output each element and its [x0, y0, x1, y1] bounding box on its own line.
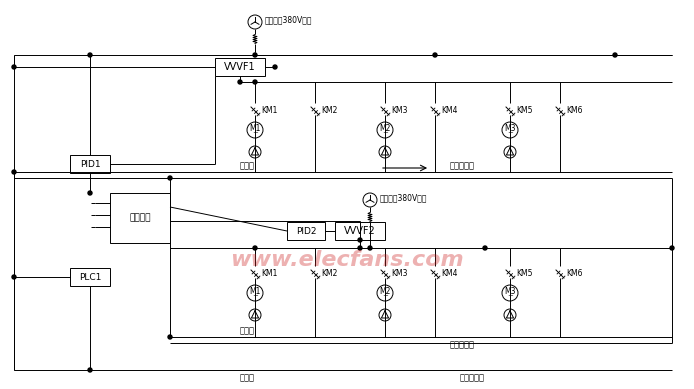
Text: KM1: KM1 [261, 105, 278, 114]
Circle shape [88, 53, 92, 57]
Circle shape [238, 80, 242, 84]
Circle shape [273, 65, 277, 69]
Bar [287, 222, 325, 240]
Text: ~: ~ [382, 293, 388, 299]
Circle shape [168, 176, 172, 180]
Text: M2: M2 [380, 124, 391, 133]
Text: KM6: KM6 [566, 105, 582, 114]
Text: KM4: KM4 [441, 268, 457, 277]
Text: M1: M1 [249, 287, 261, 296]
Text: KM3: KM3 [391, 268, 407, 277]
Text: KM5: KM5 [516, 268, 532, 277]
Text: 制冷主机: 制冷主机 [129, 214, 151, 223]
Text: 三相交流380V电源: 三相交流380V电源 [265, 16, 312, 25]
Circle shape [358, 238, 362, 242]
Text: ~: ~ [507, 130, 513, 136]
Text: 冷机水: 冷机水 [240, 161, 255, 170]
Text: VVVF2: VVVF2 [344, 226, 376, 236]
Circle shape [12, 65, 16, 69]
Text: PID1: PID1 [80, 159, 101, 168]
Bar [70, 268, 110, 286]
Circle shape [253, 80, 257, 84]
Circle shape [358, 246, 362, 250]
Circle shape [670, 246, 674, 250]
Text: 冷机水系统: 冷机水系统 [450, 161, 475, 170]
Circle shape [433, 53, 437, 57]
Text: KM2: KM2 [321, 105, 337, 114]
Text: PID2: PID2 [296, 226, 316, 235]
Circle shape [88, 191, 92, 195]
Bar [215, 58, 265, 76]
Text: www.elecfans.com: www.elecfans.com [230, 250, 464, 270]
Bar [335, 222, 385, 240]
Text: 冷冻水系统: 冷冻水系统 [460, 373, 485, 382]
Text: M2: M2 [380, 287, 391, 296]
Circle shape [613, 53, 617, 57]
Text: 冷冻水系统: 冷冻水系统 [450, 340, 475, 349]
Text: M3: M3 [505, 124, 516, 133]
Circle shape [368, 246, 372, 250]
Circle shape [483, 246, 487, 250]
Text: KM2: KM2 [321, 268, 337, 277]
Circle shape [88, 368, 92, 372]
Text: KM3: KM3 [391, 105, 407, 114]
Circle shape [253, 246, 257, 250]
Text: M3: M3 [505, 287, 516, 296]
Text: ~: ~ [252, 130, 258, 136]
Text: KM4: KM4 [441, 105, 457, 114]
Circle shape [12, 170, 16, 174]
Text: KM5: KM5 [516, 105, 532, 114]
Circle shape [12, 275, 16, 279]
Text: KM6: KM6 [566, 268, 582, 277]
Text: PLC1: PLC1 [79, 273, 101, 282]
Bar [70, 155, 110, 173]
Bar [110, 193, 170, 243]
Text: ~: ~ [382, 130, 388, 136]
Text: 冷冻水: 冷冻水 [240, 373, 255, 382]
Text: ~: ~ [252, 293, 258, 299]
Text: ~: ~ [507, 293, 513, 299]
Circle shape [253, 53, 257, 57]
Text: 冷冻水: 冷冻水 [240, 326, 255, 335]
Text: M1: M1 [249, 124, 261, 133]
Circle shape [168, 335, 172, 339]
Text: KM1: KM1 [261, 268, 278, 277]
Text: VVVF1: VVVF1 [224, 62, 256, 72]
Text: 三相交流380V电源: 三相交流380V电源 [380, 193, 428, 203]
